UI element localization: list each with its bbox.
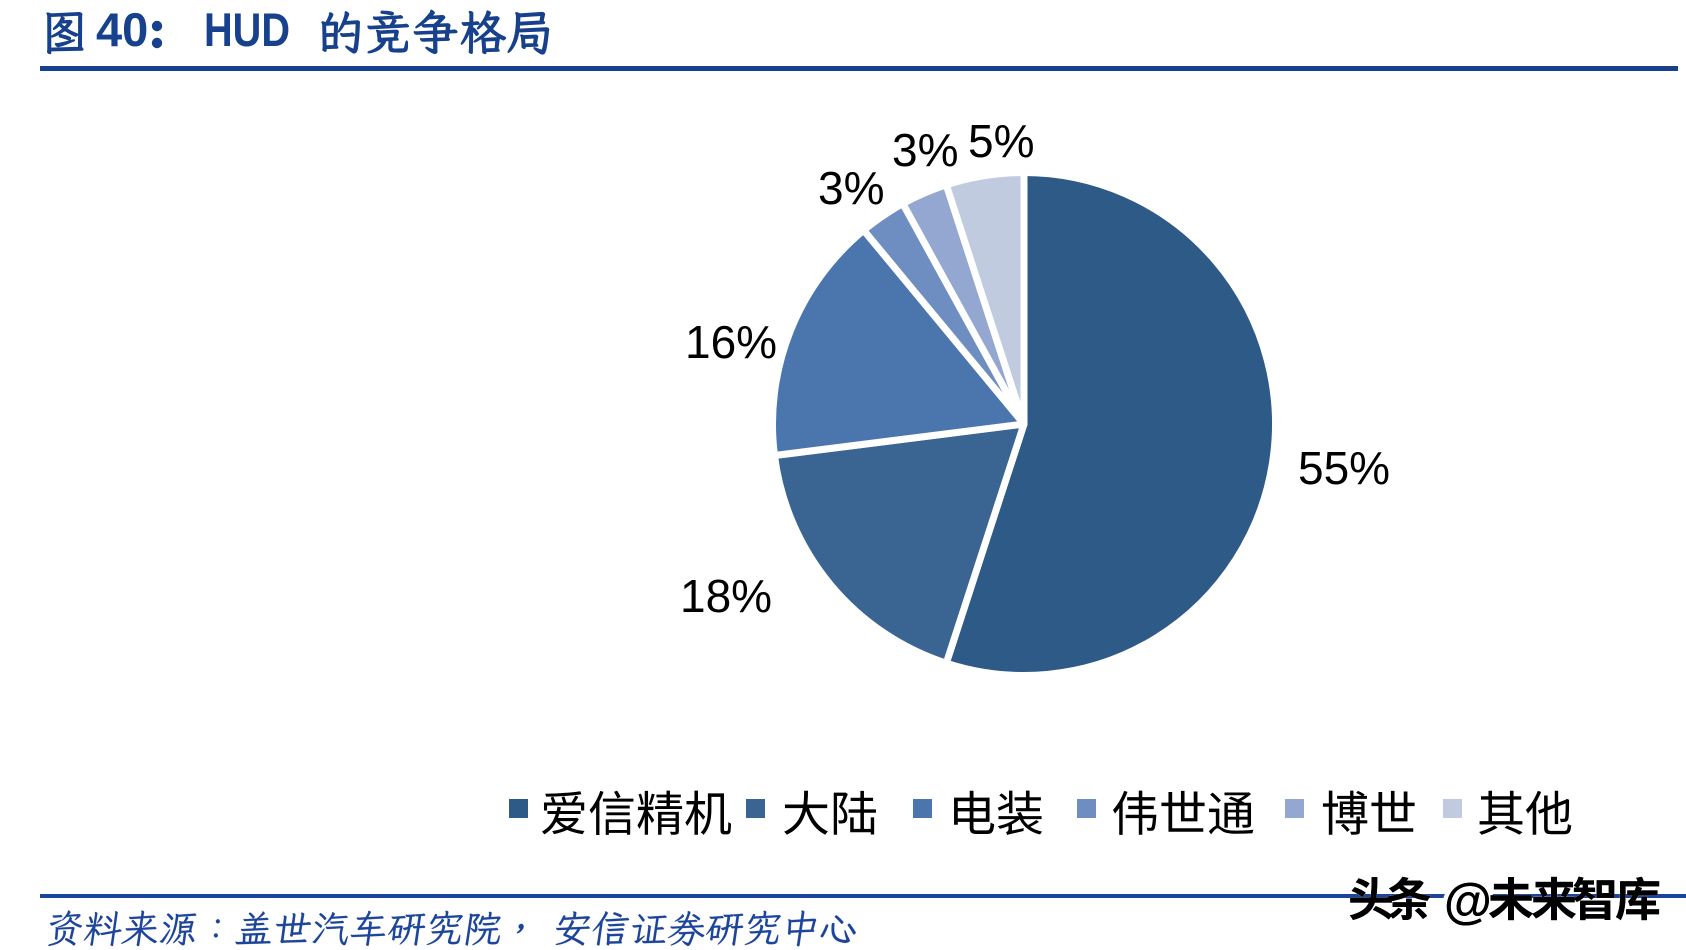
svg-text:@: @ <box>1444 875 1492 929</box>
svg-text:@: @ <box>1444 875 1492 929</box>
svg-text:HUD: HUD <box>204 3 290 56</box>
svg-text:40: 40 <box>96 3 148 56</box>
